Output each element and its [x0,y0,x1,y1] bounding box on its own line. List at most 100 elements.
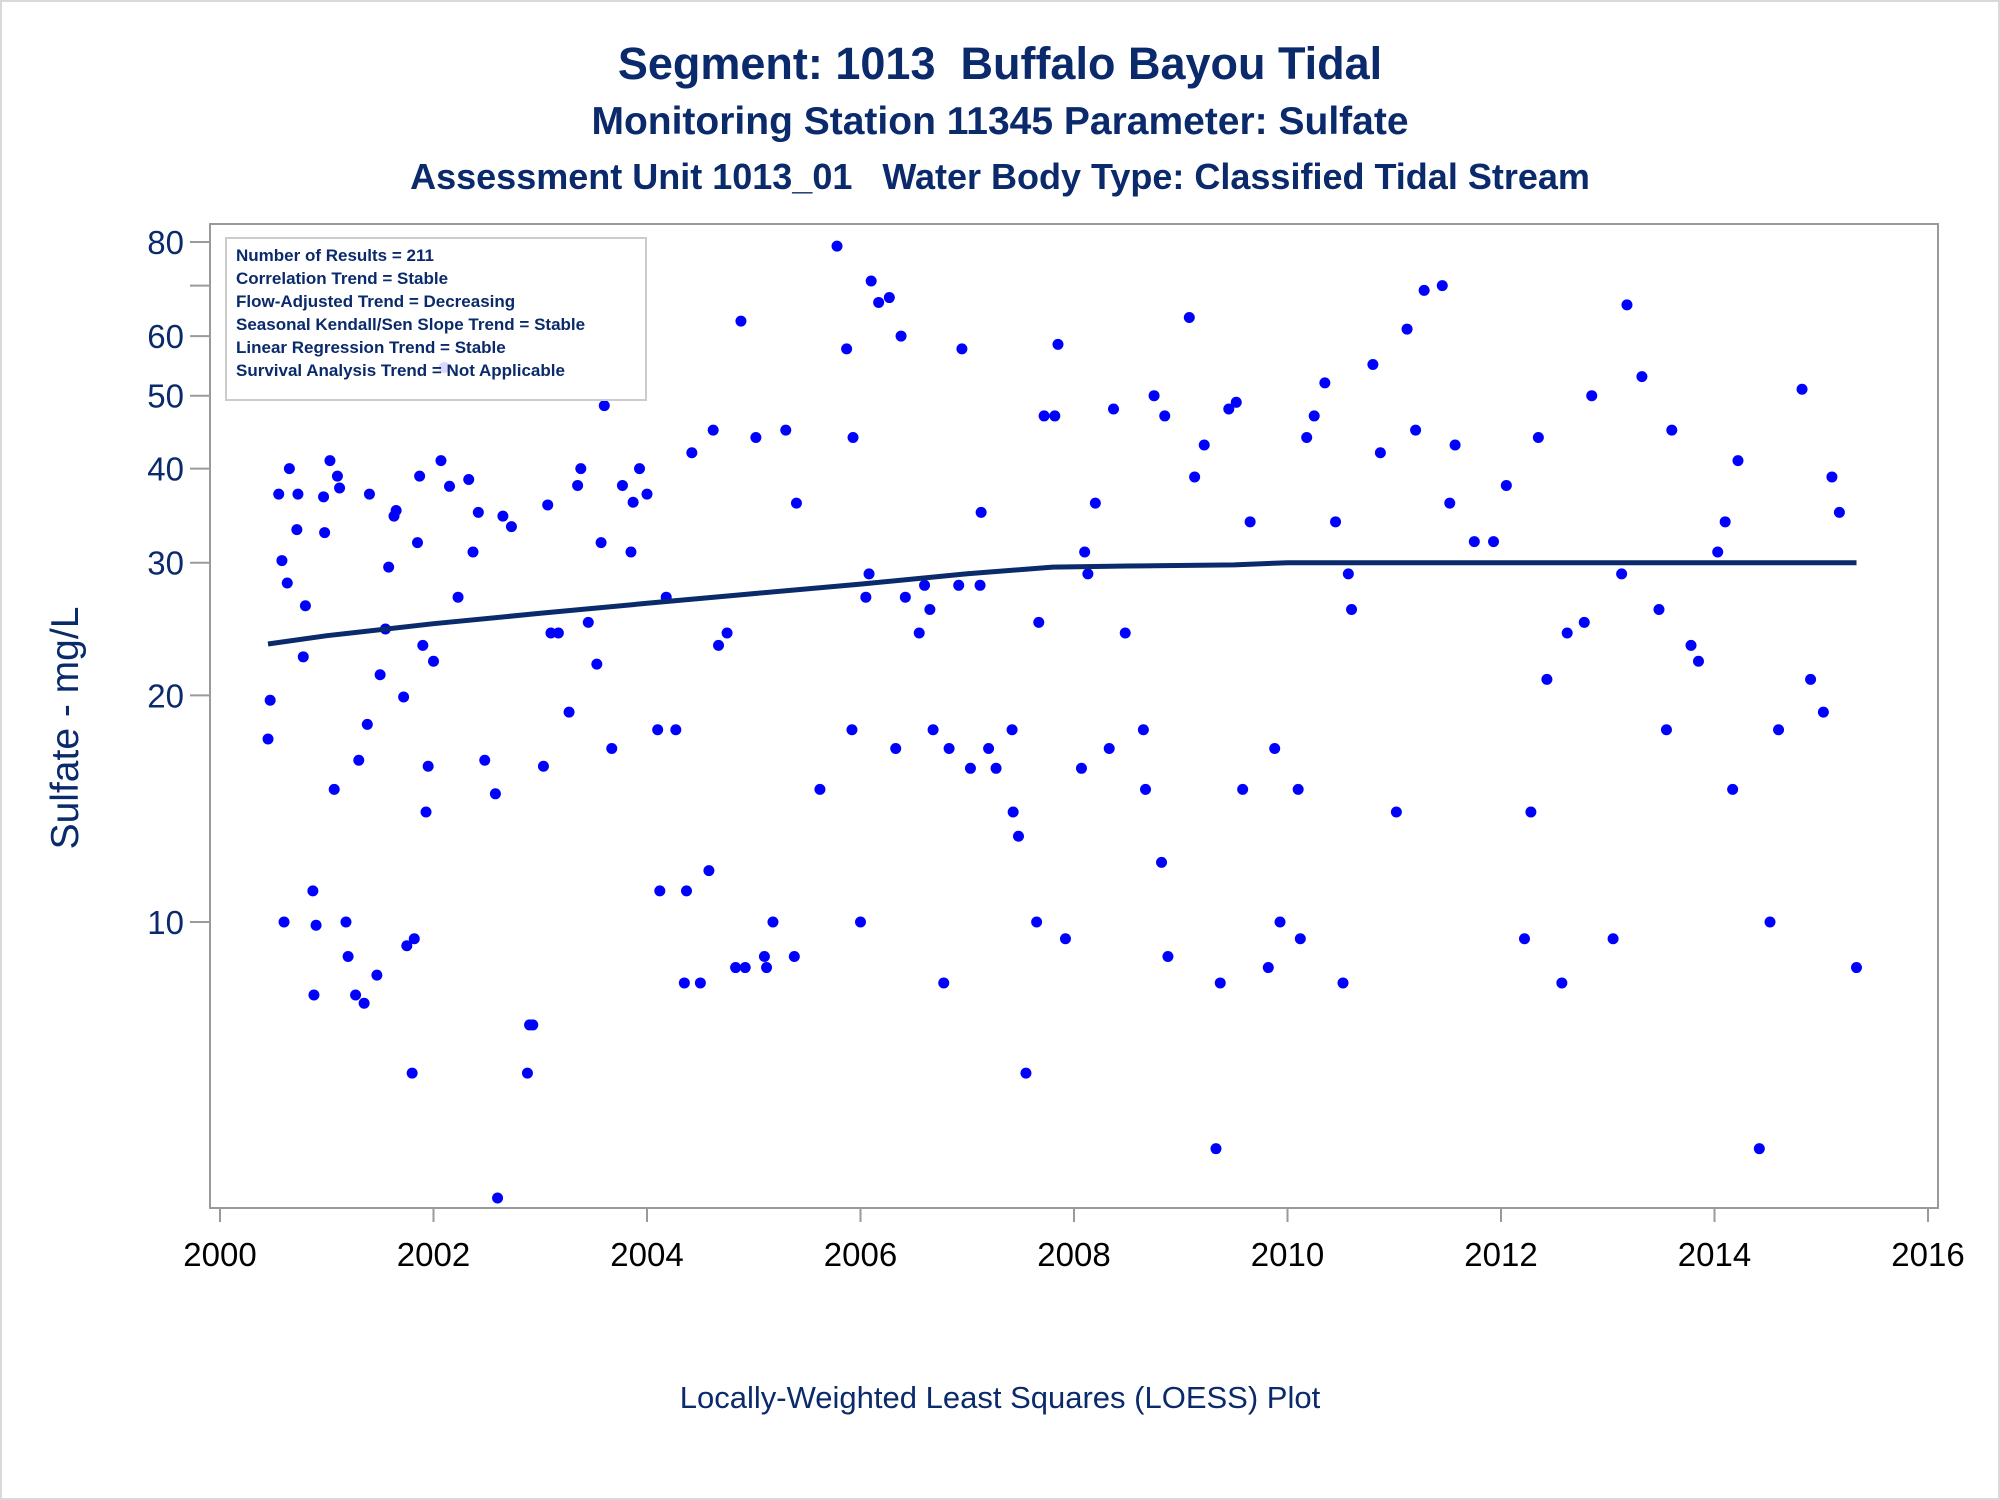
data-point [1346,604,1358,616]
data-point [353,754,365,766]
data-point [1468,536,1480,548]
data-point [1049,410,1061,422]
data-point [1436,280,1448,292]
loess-line [267,560,1857,647]
data-point [1449,439,1461,451]
data-point [1148,390,1160,402]
data-point [1532,432,1544,444]
data-point [761,962,773,974]
data-point [938,977,950,989]
data-point [758,950,770,962]
data-point [334,482,346,494]
data-point [1079,546,1091,558]
data-point [627,496,639,508]
data-point [408,933,420,945]
data-point [1833,506,1845,518]
data-point [1294,933,1306,945]
data-point [1850,962,1862,974]
data-point [913,627,925,639]
data-point [1012,830,1024,842]
data-point [739,962,751,974]
data-point [283,463,295,475]
data-point [310,919,322,931]
data-point [1342,568,1354,580]
data-point [654,885,666,897]
data-point [1237,783,1249,795]
data-point [420,806,432,818]
data-point [521,1067,533,1079]
data-point [1301,432,1313,444]
data-point [1140,783,1152,795]
data-point [606,742,618,754]
x-tick-label: 2000 [183,1236,256,1273]
x-tick-label: 2008 [1037,1236,1110,1273]
data-point [414,470,426,482]
x-tick-label: 2004 [610,1236,683,1273]
data-point [943,742,955,754]
data-point [318,491,330,503]
data-point [1007,806,1019,818]
data-point [299,600,311,612]
data-point [1685,639,1697,651]
data-point [291,524,303,536]
data-point [1189,471,1201,483]
data-point [1607,933,1619,945]
data-point [1033,616,1045,628]
stats-box-line: Flow-Adjusted Trend = Decreasing [236,292,515,311]
data-point [1006,724,1018,736]
data-point [417,639,429,651]
data-point [1712,546,1724,558]
data-points [262,240,1862,1204]
data-point [1773,724,1785,736]
data-point [983,742,995,754]
chart-subtitle-assessment: Assessment Unit 1013_01 Water Body Type:… [410,156,1590,197]
data-point [1269,742,1281,754]
data-point [790,497,802,509]
data-point [1038,410,1050,422]
data-point [1337,977,1349,989]
x-tick-label: 2006 [824,1236,897,1273]
data-point [598,400,610,412]
data-point [1103,742,1115,754]
data-point [847,432,859,444]
data-point [1119,627,1131,639]
data-point [1210,1143,1222,1155]
data-point [1692,655,1704,667]
y-tick-label: 50 [147,378,184,415]
data-point [361,718,373,730]
data-point [721,627,733,639]
data-point [1262,962,1274,974]
footnote: Locally-Weighted Least Squares (LOESS) P… [679,1380,1321,1415]
y-tick-label: 30 [147,545,184,582]
data-point [1198,439,1210,451]
data-point [264,694,276,706]
data-point [401,940,413,952]
data-point [873,296,885,308]
data-point [1410,424,1422,436]
data-point [964,762,976,774]
data-point [1082,568,1094,580]
data-point [1586,390,1598,402]
data-point [1561,627,1573,639]
data-point [1796,383,1808,395]
data-point [591,658,603,670]
data-point [1308,410,1320,422]
data-point [767,916,779,928]
data-point [730,962,742,974]
data-point [1159,410,1171,422]
data-point [297,651,309,663]
data-point [1052,338,1064,350]
x-tick-label: 2014 [1678,1236,1751,1273]
y-tick-label: 80 [147,224,184,261]
data-point [713,639,725,651]
data-point [435,455,447,467]
data-point [411,537,423,549]
data-point [489,788,501,800]
data-point [953,579,965,591]
data-point [319,527,331,539]
data-point [686,447,698,459]
data-point [865,275,877,287]
data-point [670,724,682,736]
